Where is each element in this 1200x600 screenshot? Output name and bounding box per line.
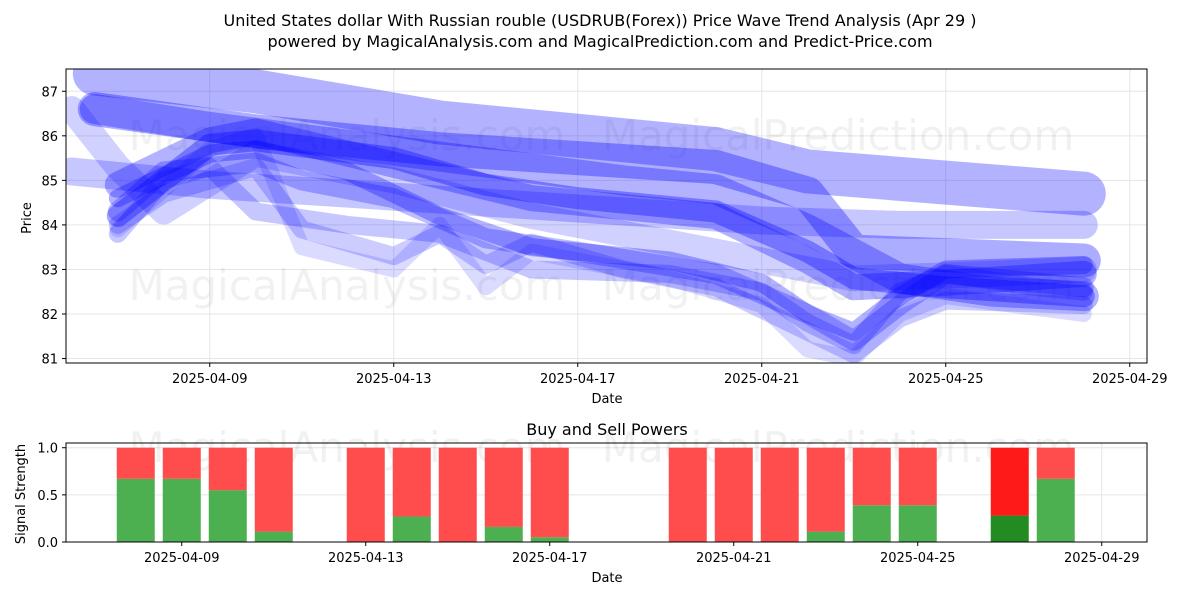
price-y-tick-label: 86	[41, 130, 58, 145]
price-x-tick-label: 2025-04-09	[172, 372, 248, 387]
signal-x-tick-label: 2025-04-21	[696, 551, 772, 566]
price-y-tick-label: 83	[41, 263, 58, 278]
sell-power-bar	[162, 447, 201, 479]
sell-power-bar	[760, 447, 799, 542]
sell-power-bar	[530, 447, 569, 538]
price-x-tick-label: 2025-04-17	[540, 372, 616, 387]
buy-power-bar	[484, 526, 523, 542]
watermark-text: MagicalAnalysis.com	[129, 111, 566, 160]
sell-power-bar	[484, 447, 523, 527]
price-wave-line	[66, 96, 1097, 292]
sell-power-bar	[1036, 447, 1075, 479]
buy-power-bar	[392, 516, 431, 542]
buy-power-bar	[806, 531, 845, 542]
signal-x-tick-label: 2025-04-17	[512, 551, 588, 566]
buy-power-bar	[898, 505, 937, 542]
buy-power-bar	[254, 531, 293, 542]
sell-power-bar	[438, 447, 477, 542]
price-wave-line	[79, 94, 1099, 312]
signal-y-tick-label: 0.0	[37, 536, 58, 551]
price-y-tick-label: 84	[41, 219, 58, 234]
chart-title: United States dollar With Russian rouble…	[224, 11, 977, 30]
price-x-tick-label: 2025-04-25	[908, 372, 984, 387]
sell-power-bar	[852, 447, 891, 506]
signal-y-tick-label: 0.5	[37, 489, 58, 504]
price-wave-line	[108, 158, 1093, 363]
price-series-group	[66, 69, 1106, 363]
price-wave-line	[108, 158, 1093, 355]
chart-subtitle: powered by MagicalAnalysis.com and Magic…	[267, 32, 932, 51]
price-y-tick-label: 81	[41, 353, 58, 368]
price-plot-frame	[65, 68, 1148, 364]
price-x-tick-label: 2025-04-21	[724, 372, 800, 387]
buy-power-bar	[852, 505, 891, 542]
sell-power-bar	[392, 447, 431, 517]
signal-x-tick-label: 2025-04-25	[880, 551, 956, 566]
buy-power-bar	[990, 515, 1029, 542]
price-wave-line	[106, 129, 1095, 308]
price-wave-line	[104, 118, 1097, 301]
price-y-tick-label: 87	[41, 85, 58, 100]
signal-x-axis-label: Date	[591, 571, 622, 586]
price-x-tick-label: 2025-04-29	[1092, 372, 1168, 387]
sell-power-bar	[806, 447, 845, 532]
signal-x-tick-label: 2025-04-29	[1064, 551, 1140, 566]
signal-plot-frame	[65, 442, 1148, 543]
bar-chart-title: Buy and Sell Powers	[526, 420, 688, 439]
sell-power-bar	[990, 447, 1029, 516]
price-y-axis-label: Price	[20, 202, 35, 234]
price-plot-area: MagicalAnalysis.com MagicalPrediction.com…	[41, 68, 1168, 387]
sell-power-bar	[346, 447, 385, 542]
sell-power-bar	[208, 447, 247, 491]
price-x-tick-label: 2025-04-13	[356, 372, 432, 387]
watermark-text: MagicalPrediction.com	[602, 261, 1075, 310]
buy-power-bar	[530, 537, 569, 542]
price-wave-line	[107, 152, 1094, 351]
price-wave-line	[77, 92, 1101, 278]
watermark-text: MagicalPrediction.com	[602, 111, 1075, 160]
price-x-axis-label: Date	[591, 392, 622, 407]
signal-y-axis-label: Signal Strength	[14, 444, 29, 544]
signal-plot-area: MagicalAnalysis.com MagicalPrediction.com…	[37, 423, 1148, 566]
buy-power-bar	[208, 490, 247, 542]
price-y-tick-label: 82	[41, 308, 58, 323]
signal-x-tick-label: 2025-04-09	[144, 551, 220, 566]
price-y-tick-label: 85	[41, 174, 58, 189]
price-wave-line	[66, 157, 1098, 239]
sell-power-bar	[898, 447, 937, 506]
buy-power-bar	[162, 478, 201, 542]
buy-power-bar	[116, 478, 155, 542]
buy-power-bar	[1036, 478, 1075, 542]
sell-power-bar	[714, 447, 753, 542]
watermark-text: MagicalAnalysis.com	[129, 261, 566, 310]
price-wave-line	[108, 140, 1093, 341]
price-wave-line	[72, 69, 1106, 216]
signal-y-tick-label: 1.0	[37, 442, 58, 457]
sell-power-bar	[254, 447, 293, 532]
sell-power-bar	[116, 447, 155, 479]
price-wave-line	[109, 127, 1092, 363]
signal-x-tick-label: 2025-04-13	[328, 551, 404, 566]
sell-power-bar	[668, 447, 707, 542]
